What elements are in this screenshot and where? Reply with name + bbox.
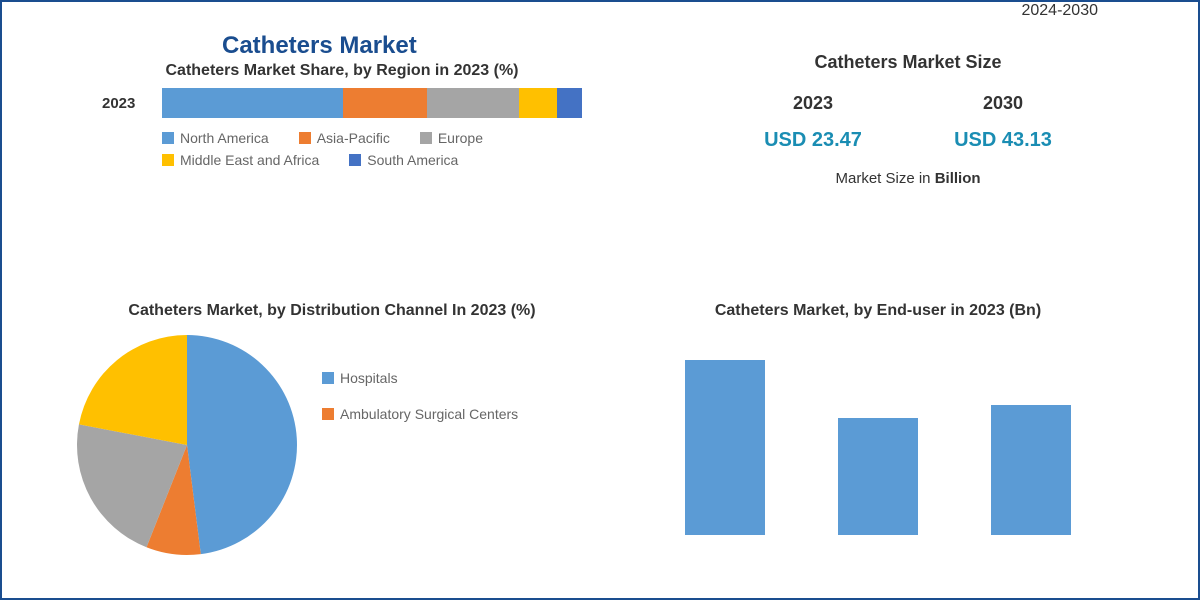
legend-swatch (299, 132, 311, 144)
pie-slice (187, 335, 297, 554)
legend-item: Europe (420, 130, 483, 146)
bar-chart-title: Catheters Market, by End-user in 2023 (B… (618, 302, 1138, 320)
market-size-value-1: USD 43.13 (954, 129, 1052, 152)
market-size-col-2023: 2023 USD 23.47 (764, 93, 862, 152)
market-size-value-0: USD 23.47 (764, 129, 862, 152)
legend-swatch (349, 154, 361, 166)
legend-item: South America (349, 152, 458, 168)
region-stacked-chart: Catheters Market Share, by Region in 202… (102, 62, 582, 168)
forecast-period: 2024-2030 (1021, 2, 1098, 20)
legend-item: Middle East and Africa (162, 152, 319, 168)
legend-label: South America (367, 152, 458, 168)
stacked-bar-row-label: 2023 (102, 95, 152, 112)
bar-column (838, 418, 918, 535)
legend-swatch (322, 408, 334, 420)
market-size-footer: Market Size in Billion (718, 170, 1098, 187)
stacked-segment (162, 88, 343, 118)
stacked-segment (427, 88, 519, 118)
market-size-year-0: 2023 (764, 93, 862, 114)
legend-item: North America (162, 130, 269, 146)
legend-label: Middle East and Africa (180, 152, 319, 168)
legend-label: Ambulatory Surgical Centers (340, 406, 518, 422)
legend-swatch (162, 132, 174, 144)
pie-legend: Hospitals Ambulatory Surgical Centers (322, 370, 518, 422)
market-size-columns: 2023 USD 23.47 2030 USD 43.13 (718, 93, 1098, 152)
stacked-segment (519, 88, 557, 118)
legend-label: North America (180, 130, 269, 146)
bar-rect (991, 405, 1071, 535)
legend-item: Asia-Pacific (299, 130, 390, 146)
market-size-year-1: 2030 (954, 93, 1052, 114)
bar-column (685, 360, 765, 535)
legend-swatch (420, 132, 432, 144)
stacked-bar-container: 2023 (102, 88, 582, 118)
stacked-bar (162, 88, 582, 118)
bar-chart-section: Catheters Market, by End-user in 2023 (B… (618, 302, 1138, 535)
pie-row: Hospitals Ambulatory Surgical Centers (72, 330, 592, 560)
pie-chart-section: Catheters Market, by Distribution Channe… (72, 302, 592, 560)
main-title: Catheters Market (222, 32, 417, 60)
region-legend: North America Asia-Pacific Europe Middle Ea… (162, 130, 582, 168)
market-size-title: Catheters Market Size (718, 52, 1098, 73)
market-size-col-2030: 2030 USD 43.13 (954, 93, 1052, 152)
market-size-panel: Catheters Market Size 2023 USD 23.47 203… (718, 52, 1098, 187)
legend-item: Hospitals (322, 370, 518, 386)
pie-svg (72, 330, 302, 560)
market-size-footer-unit: Billion (935, 170, 981, 187)
legend-label: Asia-Pacific (317, 130, 390, 146)
legend-swatch (322, 372, 334, 384)
region-chart-title: Catheters Market Share, by Region in 202… (102, 62, 582, 80)
bar-column (991, 405, 1071, 535)
bar-rect (838, 418, 918, 535)
pie-chart-title: Catheters Market, by Distribution Channe… (72, 302, 592, 320)
stacked-segment (557, 88, 582, 118)
legend-item: Ambulatory Surgical Centers (322, 406, 518, 422)
bar-rect (685, 360, 765, 535)
legend-swatch (162, 154, 174, 166)
bar-chart (618, 335, 1138, 535)
legend-label: Hospitals (340, 370, 398, 386)
legend-label: Europe (438, 130, 483, 146)
market-size-footer-prefix: Market Size in (835, 170, 934, 187)
stacked-segment (343, 88, 427, 118)
